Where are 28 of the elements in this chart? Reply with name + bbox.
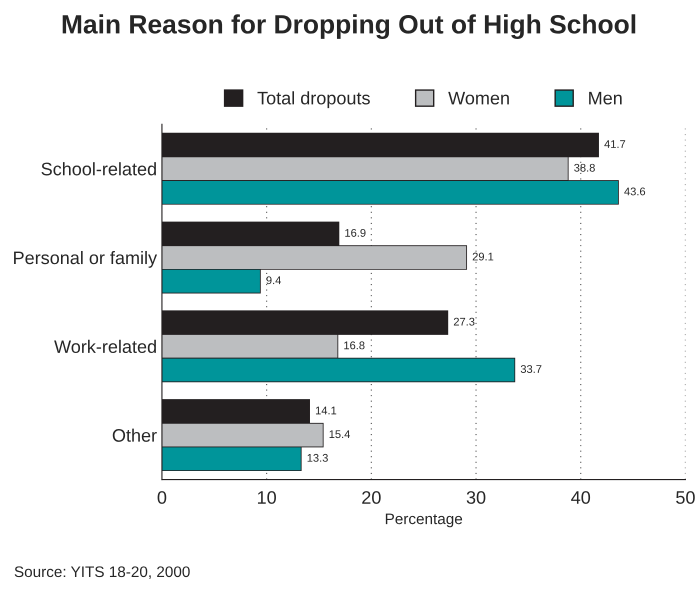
x-tick-label: 20 bbox=[362, 491, 381, 504]
x-tick-label: 30 bbox=[466, 491, 486, 504]
x-tick-label: 0 bbox=[158, 491, 166, 504]
data-label: 13.3 bbox=[308, 454, 328, 462]
legend-label: Men bbox=[589, 92, 622, 104]
data-label: 14.1 bbox=[316, 406, 336, 414]
data-label: 38.8 bbox=[574, 164, 595, 172]
legend-label: Total dropouts bbox=[257, 91, 370, 108]
x-tick-label: 50 bbox=[676, 491, 695, 504]
data-label: 16.8 bbox=[344, 341, 365, 350]
chart-title: Main Reason for Dropping Out of High School bbox=[62, 14, 636, 39]
legend-label: Women bbox=[448, 92, 509, 104]
data-label: 33.7 bbox=[520, 365, 542, 373]
data-label: 9.4 bbox=[266, 276, 282, 284]
data-label: 27.3 bbox=[454, 318, 474, 326]
y-tick-label: Work-related bbox=[54, 340, 156, 354]
data-label: 16.9 bbox=[345, 228, 366, 237]
data-label: 43.6 bbox=[624, 188, 646, 196]
x-tick-label: 40 bbox=[571, 491, 590, 504]
y-tick-label: Other bbox=[112, 428, 157, 442]
x-axis-title: Percentage bbox=[386, 514, 462, 528]
x-tick-label: 10 bbox=[258, 491, 276, 504]
y-tick-label: Personal or family bbox=[14, 250, 158, 268]
y-tick-label: School-related bbox=[41, 162, 156, 176]
data-label: 41.7 bbox=[604, 140, 626, 148]
data-label: 15.4 bbox=[330, 430, 350, 438]
data-label: 29.1 bbox=[472, 252, 494, 261]
source-note: Source: YITS 18-20, 2000 bbox=[14, 566, 190, 579]
